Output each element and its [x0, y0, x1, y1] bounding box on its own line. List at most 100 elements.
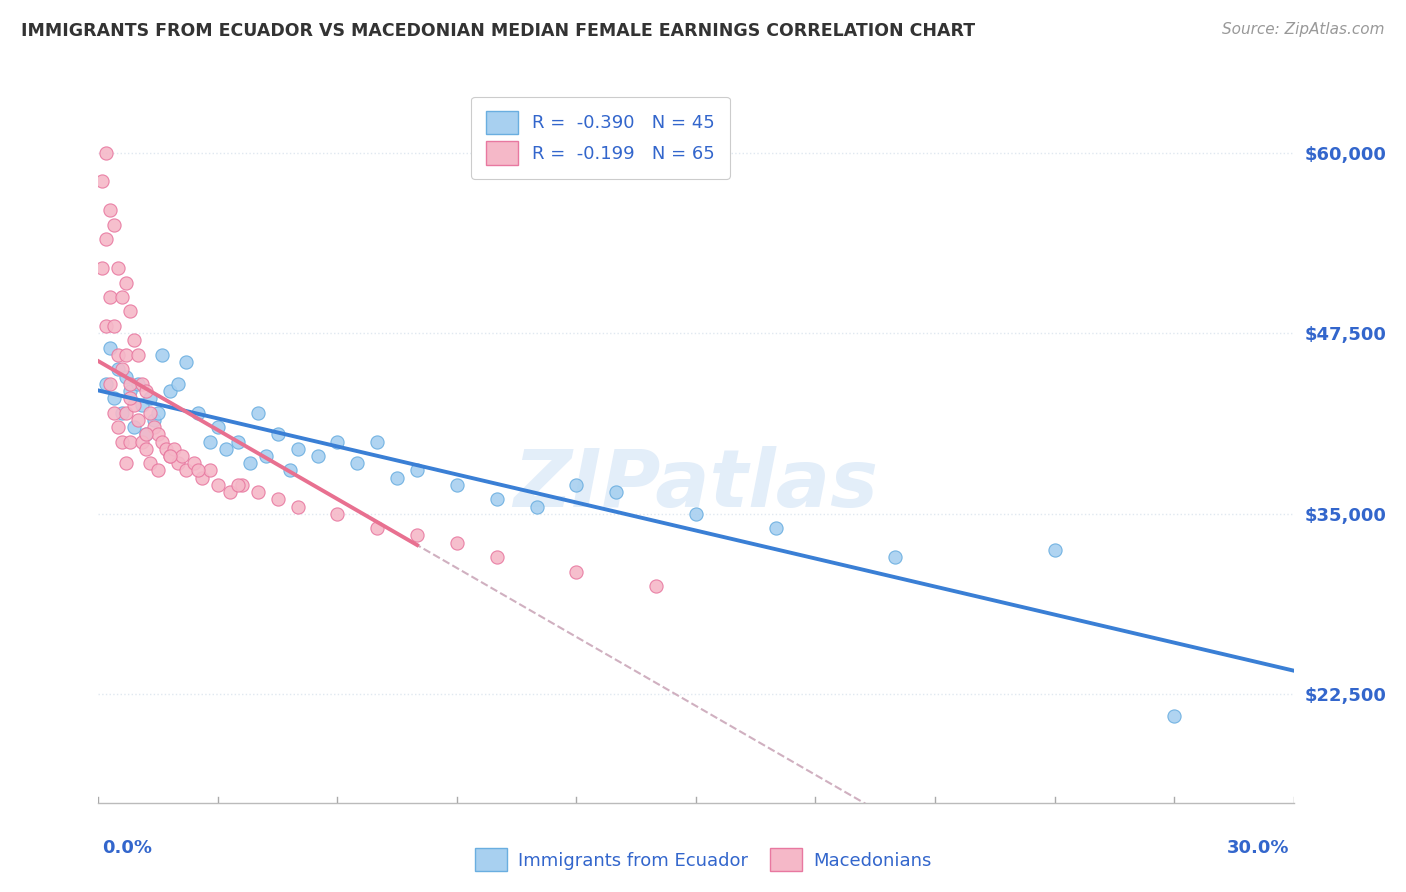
Point [96, 232, 118, 246]
Point [120, 304, 142, 318]
Point [307, 449, 329, 463]
Point [135, 427, 157, 442]
Point [163, 442, 186, 456]
Point [148, 406, 170, 420]
Point [605, 485, 627, 500]
Point [366, 521, 388, 535]
Point [111, 434, 134, 449]
Point [111, 362, 134, 376]
Point [565, 565, 588, 579]
Point [167, 456, 190, 470]
Point [406, 528, 429, 542]
Point [124, 334, 146, 348]
Point [124, 398, 146, 412]
Legend: Immigrants from Ecuador, Macedonians: Immigrants from Ecuador, Macedonians [467, 841, 939, 879]
Point [366, 434, 388, 449]
Point [120, 376, 142, 391]
Point [120, 434, 142, 449]
Point [187, 406, 209, 420]
Point [107, 362, 129, 376]
Point [446, 478, 468, 492]
Point [127, 348, 149, 362]
Point [107, 261, 129, 276]
Point [139, 391, 162, 405]
Point [107, 348, 129, 362]
Point [139, 456, 162, 470]
Point [98, 376, 122, 391]
Point [150, 434, 173, 449]
Point [124, 420, 146, 434]
Point [107, 420, 129, 434]
Point [155, 442, 177, 456]
Point [103, 406, 125, 420]
Point [167, 376, 190, 391]
Point [884, 550, 907, 565]
Text: 30.0%: 30.0% [1227, 838, 1289, 857]
Point [150, 348, 173, 362]
Point [187, 463, 209, 477]
Point [207, 420, 229, 434]
Point [219, 485, 242, 500]
Point [103, 391, 125, 405]
Point [135, 427, 157, 442]
Point [231, 478, 253, 492]
Text: ZIPatlas: ZIPatlas [513, 446, 879, 524]
Point [98, 290, 122, 304]
Point [485, 492, 508, 507]
Point [139, 406, 162, 420]
Point [111, 290, 134, 304]
Point [143, 413, 166, 427]
Point [143, 420, 166, 434]
Point [346, 456, 368, 470]
Point [226, 434, 249, 449]
Point [226, 478, 249, 492]
Point [287, 500, 309, 514]
Point [115, 348, 138, 362]
Point [1043, 542, 1066, 557]
Point [485, 550, 508, 565]
Point [287, 442, 309, 456]
Point [159, 384, 181, 398]
Point [91, 261, 114, 276]
Point [246, 406, 269, 420]
Point [127, 376, 149, 391]
Point [111, 406, 134, 420]
Point [135, 442, 157, 456]
Point [267, 492, 290, 507]
Point [174, 463, 197, 477]
Point [326, 507, 349, 521]
Point [135, 384, 157, 398]
Point [159, 449, 181, 463]
Legend: R =  -0.390   N = 45, R =  -0.199   N = 65: R = -0.390 N = 45, R = -0.199 N = 65 [471, 96, 730, 179]
Point [96, 376, 118, 391]
Point [1163, 709, 1185, 723]
Point [685, 507, 707, 521]
Point [565, 478, 588, 492]
Point [148, 463, 170, 477]
Point [120, 391, 142, 405]
Point [446, 535, 468, 549]
Point [198, 434, 221, 449]
Point [526, 500, 548, 514]
Point [120, 384, 142, 398]
Point [267, 427, 290, 442]
Point [239, 456, 262, 470]
Point [645, 579, 668, 593]
Point [198, 463, 221, 477]
Point [131, 434, 153, 449]
Point [115, 406, 138, 420]
Point [215, 442, 238, 456]
Point [326, 434, 349, 449]
Point [385, 471, 409, 485]
Point [91, 174, 114, 188]
Point [406, 463, 429, 477]
Point [174, 355, 197, 369]
Point [278, 463, 301, 477]
Point [96, 318, 118, 333]
Point [98, 203, 122, 218]
Point [115, 369, 138, 384]
Point [98, 341, 122, 355]
Point [103, 318, 125, 333]
Point [183, 456, 205, 470]
Point [115, 276, 138, 290]
